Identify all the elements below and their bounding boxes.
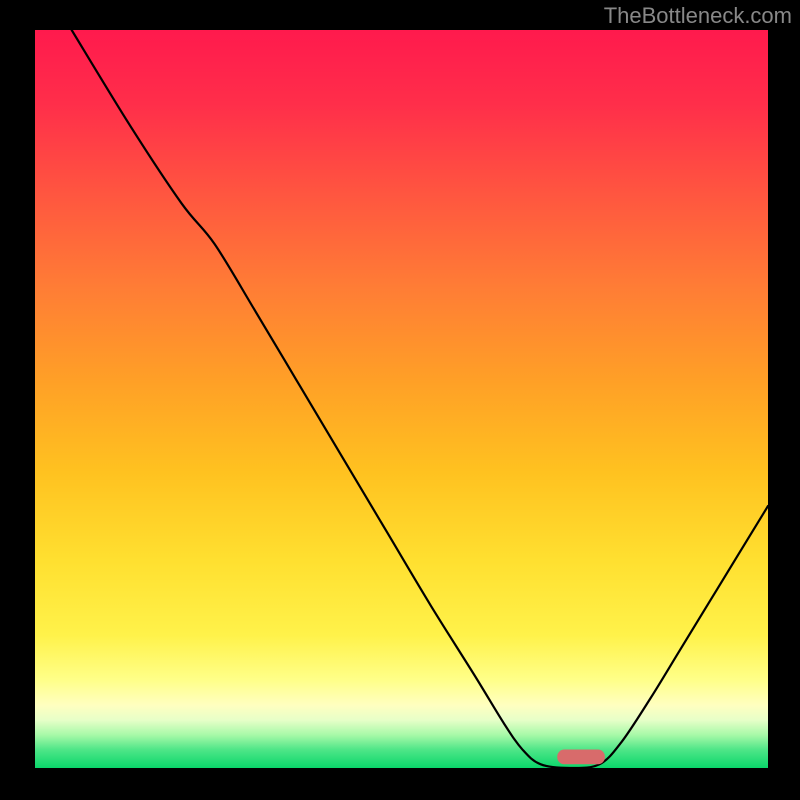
plot-area: [35, 30, 768, 768]
chart-svg: [35, 30, 768, 768]
optimal-marker: [557, 750, 605, 765]
watermark-text: TheBottleneck.com: [604, 3, 792, 29]
gradient-background: [35, 30, 768, 768]
